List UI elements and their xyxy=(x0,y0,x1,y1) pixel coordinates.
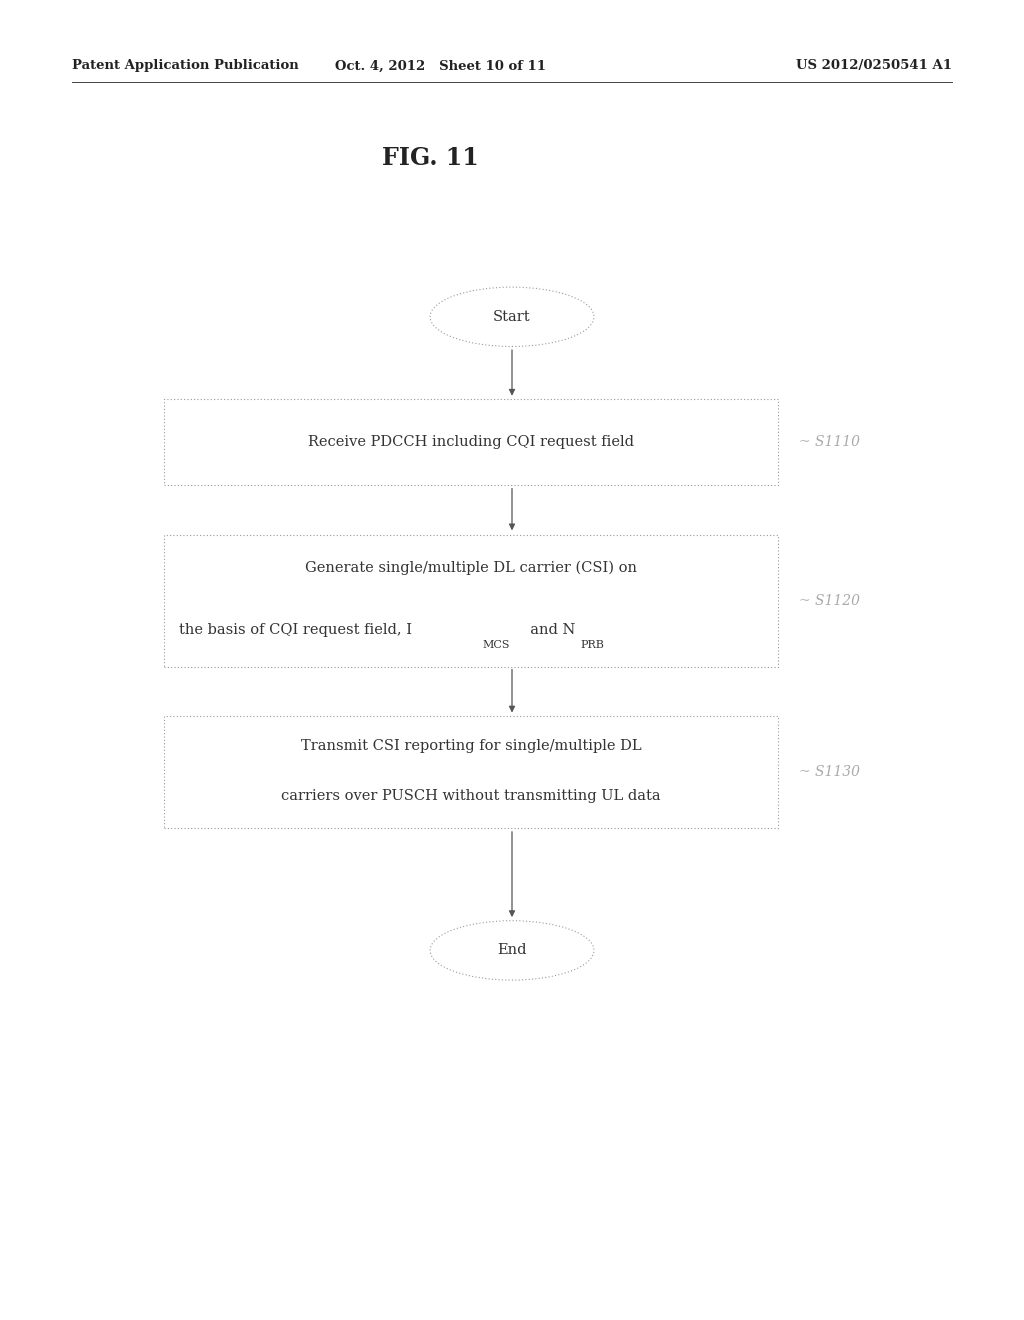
Ellipse shape xyxy=(430,286,594,346)
Text: PRB: PRB xyxy=(581,640,604,651)
Text: Start: Start xyxy=(494,310,530,323)
Text: the basis of CQI request field, I: the basis of CQI request field, I xyxy=(179,623,413,636)
Text: ~ S1130: ~ S1130 xyxy=(799,766,860,779)
Text: ~ S1120: ~ S1120 xyxy=(799,594,860,607)
Text: Transmit CSI reporting for single/multiple DL: Transmit CSI reporting for single/multip… xyxy=(301,739,641,752)
Bar xyxy=(164,535,778,667)
Bar xyxy=(164,399,778,484)
Text: End: End xyxy=(498,944,526,957)
Text: Oct. 4, 2012   Sheet 10 of 11: Oct. 4, 2012 Sheet 10 of 11 xyxy=(335,59,546,73)
Text: Receive PDCCH including CQI request field: Receive PDCCH including CQI request fiel… xyxy=(308,436,634,449)
Ellipse shape xyxy=(430,921,594,979)
Text: US 2012/0250541 A1: US 2012/0250541 A1 xyxy=(797,59,952,73)
Text: FIG. 11: FIG. 11 xyxy=(382,147,478,170)
Text: MCS: MCS xyxy=(482,640,510,651)
Text: ~ S1110: ~ S1110 xyxy=(799,436,860,449)
Text: Generate single/multiple DL carrier (CSI) on: Generate single/multiple DL carrier (CSI… xyxy=(305,561,637,574)
Text: carriers over PUSCH without transmitting UL data: carriers over PUSCH without transmitting… xyxy=(282,789,660,803)
Bar xyxy=(164,715,778,829)
Text: Patent Application Publication: Patent Application Publication xyxy=(72,59,298,73)
Text: and N: and N xyxy=(521,623,575,636)
